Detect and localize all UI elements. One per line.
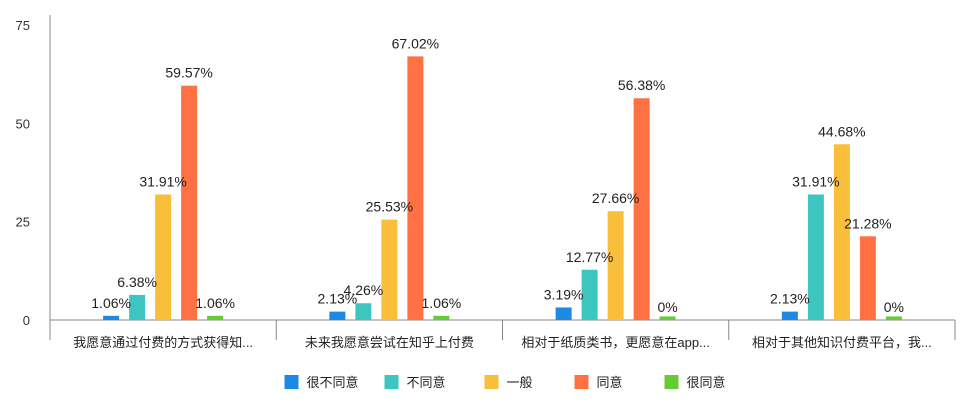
legend: 很不同意 不同意 一般 同意 很同意 [284, 375, 726, 390]
data-label: 3.19% [544, 286, 584, 302]
data-label: 1.06% [422, 295, 462, 311]
bars [103, 56, 902, 320]
data-label: 31.91% [139, 173, 186, 189]
data-label: 67.02% [392, 35, 439, 51]
data-label: 27.66% [592, 190, 639, 206]
x-axis: 我愿意通过付费的方式获得知... 未来我愿意尝试在知乎上付费 相对于纸质类书，更愿意… [49, 319, 956, 350]
bar-2-1 [129, 294, 146, 320]
bar-1-4 [781, 311, 798, 320]
data-label: 0% [658, 299, 678, 315]
x-category-label: 相对于纸质类书，更愿意在app... [521, 335, 710, 350]
data-label: 44.68% [818, 123, 865, 139]
data-labels: 1.06% 2.13% 3.19% 2.13% 6.38% 4.26% 12.77% 31.9… [91, 35, 904, 315]
y-tick-label: 25 [16, 215, 30, 230]
bar-1-2 [329, 311, 346, 320]
data-label: 2.13% [770, 291, 810, 307]
legend-swatch [384, 375, 399, 389]
data-label: 6.38% [117, 274, 157, 290]
data-label: 0% [884, 299, 904, 315]
data-label: 59.57% [165, 65, 212, 81]
bar-2-2 [355, 303, 372, 320]
bar-3-1 [155, 194, 172, 320]
legend-label: 一般 [507, 375, 533, 390]
bar-5-3 [659, 316, 676, 320]
legend-swatch [664, 375, 679, 389]
legend-swatch [284, 375, 299, 389]
data-label: 1.06% [91, 295, 131, 311]
legend-label: 很不同意 [307, 375, 359, 390]
data-label: 31.91% [792, 173, 839, 189]
data-label: 2.13% [318, 291, 358, 307]
bar-4-2 [407, 56, 424, 320]
x-category-label: 未来我愿意尝试在知乎上付费 [305, 335, 474, 350]
x-category-label: 我愿意通过付费的方式获得知... [73, 335, 253, 350]
data-label: 1.06% [195, 295, 235, 311]
bar-4-3 [633, 98, 650, 320]
bar-3-2 [381, 219, 398, 320]
data-label: 25.53% [366, 199, 413, 215]
bar-3-4 [833, 144, 850, 320]
bar-4-1 [181, 85, 198, 320]
bar-3-3 [607, 211, 624, 320]
data-label: 21.28% [844, 215, 891, 231]
data-label: 56.38% [618, 77, 665, 93]
y-tick-label: 75 [16, 18, 30, 33]
legend-swatch [574, 375, 589, 389]
data-label: 12.77% [566, 249, 613, 265]
x-category-label: 相对于其他知识付费平台，我... [752, 335, 932, 350]
y-tick-label: 50 [16, 116, 30, 131]
bar-1-1 [103, 315, 120, 320]
bar-5-4 [885, 316, 902, 320]
y-tick-label: 0 [23, 313, 30, 328]
legend-label: 很同意 [687, 375, 726, 390]
y-axis: 0 25 50 75 [16, 15, 51, 328]
bar-5-1 [207, 315, 224, 320]
bar-5-2 [433, 315, 450, 320]
bar-2-4 [807, 194, 824, 320]
legend-label: 不同意 [407, 375, 446, 390]
bar-1-3 [555, 307, 572, 320]
data-label: 4.26% [344, 282, 384, 298]
legend-swatch [484, 375, 499, 389]
legend-label: 同意 [597, 375, 623, 390]
bar-4-4 [859, 236, 876, 320]
bar-2-3 [581, 269, 598, 320]
